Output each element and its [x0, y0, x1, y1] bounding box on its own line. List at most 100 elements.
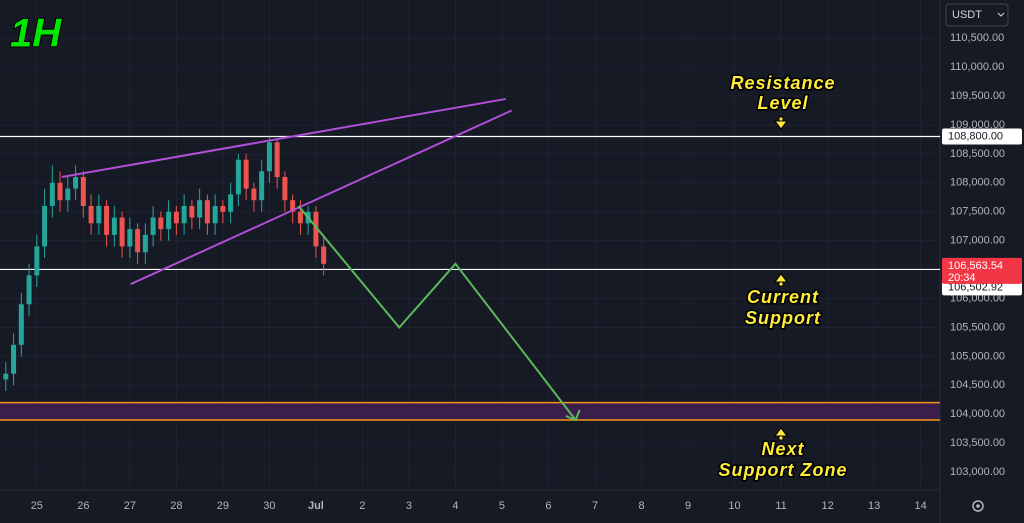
x-tick-label: 25: [31, 500, 43, 512]
candle-body: [150, 217, 156, 235]
annotation-text: Support: [745, 308, 821, 328]
candle-body: [282, 177, 288, 201]
trendline: [130, 109, 513, 285]
settings-icon[interactable]: [972, 500, 984, 512]
candle-body: [204, 200, 210, 224]
x-tick-label: Jul: [308, 500, 324, 512]
candle-body: [189, 205, 195, 218]
price-badge: [942, 128, 1022, 145]
currency-select[interactable]: USDT: [945, 3, 1009, 27]
candle-body: [313, 211, 319, 247]
candle-body: [235, 159, 241, 195]
candle-body: [96, 205, 102, 224]
y-tick-label: 105,000.00: [950, 350, 1005, 362]
candle-body: [42, 205, 48, 247]
currency-label[interactable]: USDT: [952, 9, 982, 21]
y-tick-label: 104,500.00: [950, 379, 1005, 391]
x-tick-label: 7: [592, 500, 598, 512]
price-badge-label: 108,800.00: [948, 130, 1003, 142]
countdown-label: 20:34: [948, 272, 976, 284]
candle-body: [104, 205, 110, 235]
candle-body: [297, 211, 303, 224]
candle-body: [119, 217, 125, 247]
y-tick-label: 103,000.00: [950, 466, 1005, 478]
x-tick-label: 28: [170, 500, 182, 512]
x-tick-label: 5: [499, 500, 505, 512]
annotation-text: Level: [757, 93, 808, 113]
x-tick-label: 10: [728, 500, 740, 512]
x-tick-label: 9: [685, 500, 691, 512]
projection-path: [297, 205, 577, 421]
x-tick-label: 2: [359, 500, 365, 512]
support-zone: [0, 402, 940, 420]
x-tick-label: 4: [452, 500, 458, 512]
candle-body: [88, 205, 94, 224]
candle-body: [220, 205, 226, 212]
y-tick-label: 108,000.00: [950, 177, 1005, 189]
y-tick-label: 103,500.00: [950, 437, 1005, 449]
x-tick-label: 14: [914, 500, 926, 512]
candle-body: [18, 304, 24, 345]
y-tick-label: 110,000.00: [950, 61, 1004, 73]
x-tick-label: 30: [263, 500, 275, 512]
candle-body: [212, 205, 218, 224]
x-tick-label: 6: [545, 500, 551, 512]
y-tick-label: 106,000.00: [950, 292, 1005, 304]
annotation-text: Support Zone: [719, 460, 848, 480]
candle-body: [57, 182, 63, 201]
y-tick-label: 110,500.00: [950, 32, 1004, 44]
candle-body: [73, 177, 79, 189]
candle-body: [11, 344, 17, 374]
candle-body: [173, 211, 179, 224]
candle-body: [166, 211, 172, 230]
projection-arrowhead: [565, 409, 581, 422]
dropdown[interactable]: [945, 3, 1009, 27]
candle-body: [243, 159, 249, 189]
candle-body: [181, 205, 187, 224]
candle-body: [49, 182, 55, 206]
candle-body: [65, 188, 71, 201]
y-tick-label: 104,000.00: [950, 408, 1005, 420]
annotation-text: Resistance: [730, 73, 835, 93]
x-tick-label: 26: [77, 500, 89, 512]
x-tick-label: 8: [638, 500, 644, 512]
y-tick-label: 109,500.00: [950, 90, 1005, 102]
candle-body: [290, 200, 296, 212]
candle-body: [34, 246, 40, 276]
candle-body: [3, 373, 9, 380]
candle-body: [251, 188, 257, 201]
y-tick-label: 108,500.00: [950, 148, 1005, 160]
candle-body: [26, 275, 32, 305]
candle-body: [274, 142, 280, 178]
annotation-arrow: [774, 427, 788, 441]
x-tick-label: 11: [775, 500, 786, 512]
candle-body: [127, 229, 133, 247]
x-tick-label: 13: [868, 500, 880, 512]
candle-body: [158, 217, 164, 230]
gear-center: [976, 504, 980, 508]
timeframe-title: 1H: [10, 12, 62, 56]
gear[interactable]: [972, 500, 984, 512]
y-tick-label: 105,500.00: [950, 321, 1005, 333]
x-tick-label: 27: [124, 500, 136, 512]
annotation-arrow: [774, 273, 788, 287]
candle-body: [228, 194, 234, 212]
candle-body: [111, 217, 117, 235]
price-badge-label: 106,502.92: [948, 281, 1003, 293]
candle-body: [321, 246, 327, 264]
y-tick-label: 109,000.00: [950, 119, 1005, 131]
x-tick-label: 3: [406, 500, 412, 512]
candle-body: [135, 229, 141, 253]
last-price-badge: [942, 257, 1022, 284]
candle-body: [266, 142, 272, 172]
chevron: [997, 12, 1005, 17]
annotation-text: Current: [747, 287, 819, 307]
x-tick-label: 29: [217, 500, 229, 512]
y-tick-label: 107,000.00: [950, 235, 1005, 247]
annotation-text: Next: [761, 439, 804, 459]
y-tick-label: 107,500.00: [950, 206, 1005, 218]
last-price-label: 106,563.54: [948, 260, 1003, 272]
candle-body: [142, 234, 148, 253]
candle-body: [197, 200, 203, 218]
